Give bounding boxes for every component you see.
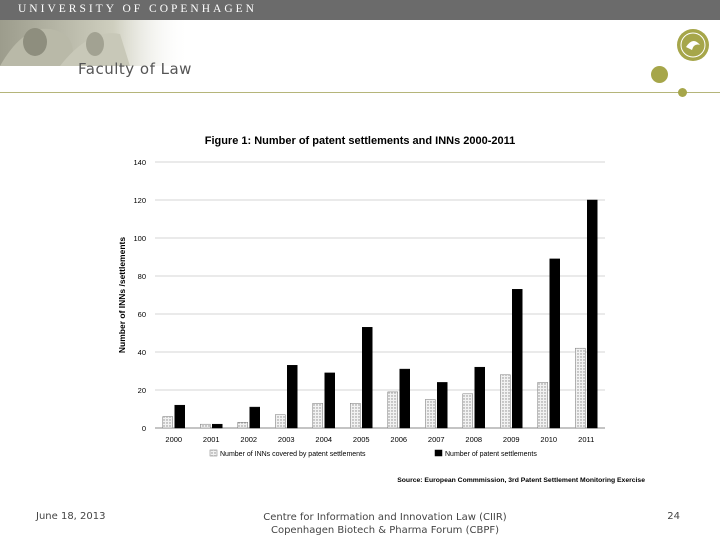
legend-label: Number of INNs covered by patent settlem… — [220, 451, 366, 458]
bar-inns-2003 — [275, 414, 286, 429]
page-number: 24 — [667, 511, 680, 522]
x-tick-label: 2008 — [465, 435, 482, 444]
decorative-dot-small — [678, 88, 687, 97]
footer-organization: Centre for Information and Innovation La… — [200, 511, 570, 537]
y-tick-label: 120 — [133, 196, 146, 205]
x-tick-label: 2006 — [390, 435, 407, 444]
bar-settlements-2002 — [249, 406, 260, 429]
building-frieze-image — [0, 20, 190, 66]
bar-inns-2002 — [237, 422, 248, 429]
x-tick-label: 2011 — [578, 435, 594, 444]
bar-settlements-2007 — [437, 382, 448, 429]
chart-title: Figure 1: Number of patent settlements a… — [205, 135, 516, 147]
y-tick-label: 100 — [133, 234, 146, 243]
bar-settlements-2001 — [212, 423, 223, 429]
bar-settlements-2000 — [174, 404, 185, 429]
header-divider — [0, 92, 720, 93]
legend-label: Number of patent settlements — [445, 451, 537, 458]
x-tick-label: 2005 — [353, 435, 370, 444]
bar-settlements-2005 — [362, 327, 373, 429]
footer-date: June 18, 2013 — [36, 511, 106, 522]
bar-chart: Figure 1: Number of patent settlements a… — [117, 135, 645, 484]
bar-inns-2008 — [462, 393, 473, 429]
x-tick-label: 2001 — [203, 435, 220, 444]
decorative-dot-large — [651, 66, 668, 83]
chart-source: Source: European Commmission, 3rd Patent… — [397, 477, 645, 484]
y-tick-label: 20 — [138, 386, 146, 395]
university-seal-logo — [677, 29, 709, 61]
bar-inns-2009 — [500, 374, 511, 429]
footer-line-1: Centre for Information and Innovation La… — [263, 512, 507, 523]
bar-settlements-2009 — [512, 289, 523, 429]
bar-inns-2000 — [162, 416, 173, 429]
bar-settlements-2004 — [324, 372, 335, 429]
x-tick-label: 2000 — [165, 435, 182, 444]
y-tick-label: 0 — [142, 424, 146, 433]
y-axis-label: Number of INNs /settlements — [117, 237, 127, 353]
x-tick-label: 2009 — [503, 435, 520, 444]
bar-settlements-2006 — [399, 368, 410, 429]
y-tick-label: 60 — [138, 310, 146, 319]
x-tick-label: 2007 — [428, 435, 445, 444]
x-tick-label: 2010 — [540, 435, 557, 444]
bar-inns-2011 — [575, 347, 586, 429]
y-tick-label: 80 — [138, 272, 146, 281]
bar-inns-2010 — [537, 382, 548, 429]
legend-swatch — [434, 449, 443, 457]
bar-settlements-2010 — [549, 258, 560, 429]
university-name: UNIVERSITY OF COPENHAGEN — [18, 3, 257, 15]
faculty-title: Faculty of Law — [78, 60, 192, 78]
x-tick-label: 2002 — [240, 435, 257, 444]
bar-settlements-2008 — [474, 366, 485, 429]
legend-swatch — [209, 449, 218, 457]
bar-inns-2005 — [350, 403, 361, 429]
bar-inns-2001 — [200, 423, 211, 429]
bar-settlements-2003 — [287, 365, 298, 429]
x-tick-label: 2004 — [315, 435, 332, 444]
bar-inns-2004 — [312, 403, 323, 429]
y-tick-label: 40 — [138, 348, 146, 357]
footer-line-2: Copenhagen Biotech & Pharma Forum (CBPF) — [270, 525, 500, 536]
y-tick-label: 140 — [133, 158, 146, 167]
bar-settlements-2011 — [587, 199, 598, 429]
bar-inns-2006 — [387, 391, 398, 429]
bar-inns-2007 — [425, 399, 436, 429]
x-tick-label: 2003 — [278, 435, 295, 444]
header-bar: UNIVERSITY OF COPENHAGEN — [0, 0, 720, 20]
